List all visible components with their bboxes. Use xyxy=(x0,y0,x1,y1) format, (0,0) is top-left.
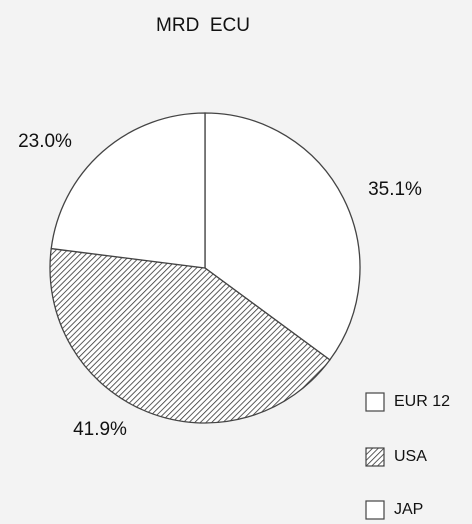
data-label: 23.0% xyxy=(18,131,72,152)
data-label: 41.9% xyxy=(73,419,127,440)
legend-swatch xyxy=(365,447,385,467)
pie-slice xyxy=(204,112,361,361)
pie-slice xyxy=(50,112,206,269)
legend-label: USA xyxy=(394,448,427,465)
pie-slice xyxy=(49,247,331,424)
legend-swatch xyxy=(365,500,385,520)
legend-label: JAP xyxy=(394,501,423,518)
chart-title: MRD ECU xyxy=(156,15,250,36)
legend-swatch xyxy=(365,392,385,412)
data-label: 35.1% xyxy=(368,179,422,200)
legend-label: EUR 12 xyxy=(394,393,450,410)
